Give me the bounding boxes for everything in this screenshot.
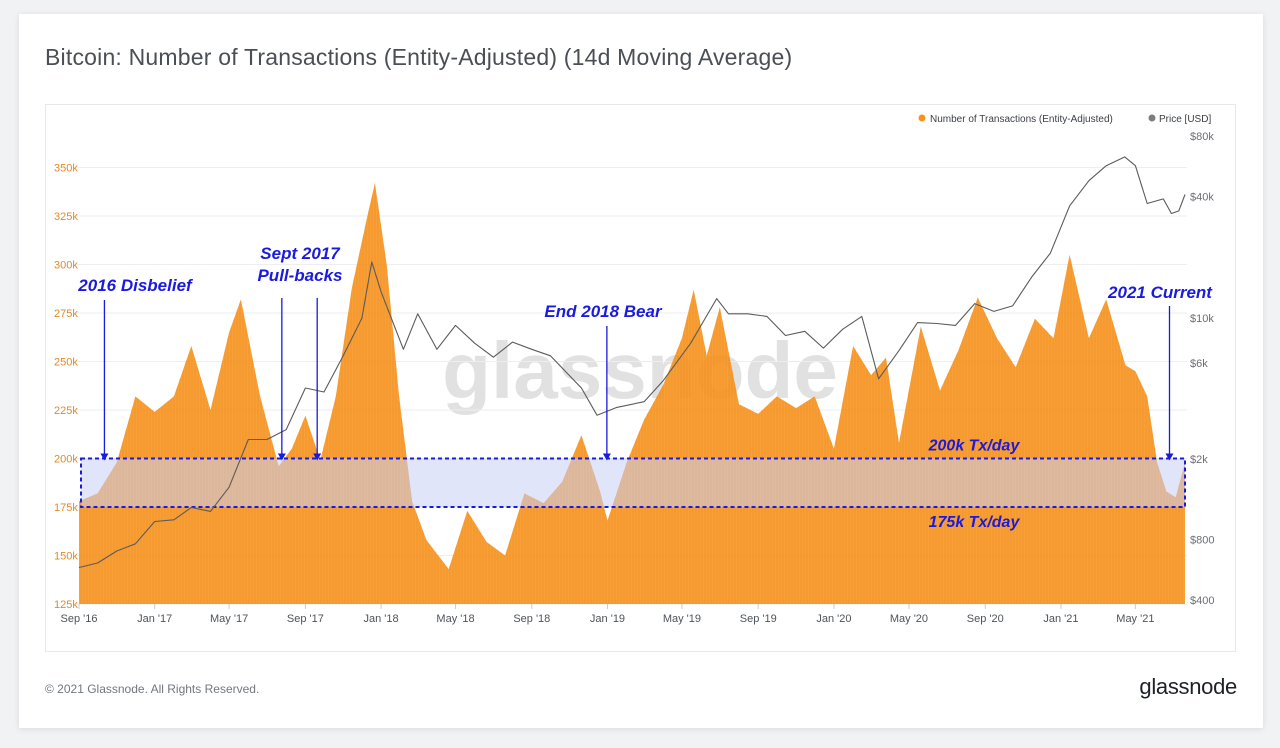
y-left-tick-label: 125k: [54, 599, 78, 611]
band-label-175k: 175k Tx/day: [929, 514, 1021, 531]
y-left-tick-label: 150k: [54, 551, 78, 563]
x-tick-label: May '20: [890, 613, 928, 625]
annotation-arrow-head: [1165, 453, 1174, 461]
x-tick-label: Jan '17: [137, 613, 172, 625]
legend-label-transactions[interactable]: Number of Transactions (Entity-Adjusted): [930, 114, 1113, 125]
legend-marker-transactions: [918, 114, 926, 122]
y-right-tick-label: $80k: [1190, 131, 1214, 143]
annotation-2021-current: 2021 Current: [1107, 283, 1213, 302]
legend-marker-price: [1148, 114, 1156, 122]
brand-logo[interactable]: glassnode: [1139, 674, 1237, 699]
price-line: [78, 156, 1186, 569]
annotation-arrow-head: [100, 453, 109, 461]
y-left-tick-label: 225k: [54, 405, 78, 417]
chart-frame: [45, 104, 1236, 652]
y-left-tick-label: 175k: [54, 502, 78, 514]
x-tick-label: Sep '18: [513, 613, 550, 625]
y-left-tick-label: 350k: [54, 163, 78, 175]
y-right-tick-label: $10k: [1190, 313, 1214, 325]
annotation-2016-disbelief: 2016 Disbelief: [77, 276, 194, 295]
y-right-tick-label: $800: [1190, 534, 1214, 546]
y-left-tick-label: 275k: [54, 308, 78, 320]
y-left-tick-label: 200k: [54, 454, 78, 466]
watermark-text: glassnode: [442, 326, 838, 415]
y-left-tick-label: 250k: [54, 357, 78, 369]
y-left-tick-label: 325k: [54, 211, 78, 223]
annotation-sept-2017-line2: Pull-backs: [257, 266, 342, 285]
annotation-end-2018-bear: End 2018 Bear: [544, 302, 663, 321]
annotation-sept-2017-line1: Sept 2017: [260, 244, 341, 263]
y-right-tick-label: $6k: [1190, 358, 1208, 370]
x-tick-label: Jan '18: [364, 613, 399, 625]
x-tick-label: Sep '20: [967, 613, 1004, 625]
x-tick-label: May '19: [663, 613, 701, 625]
tx-band: [80, 457, 1186, 508]
x-tick-label: May '17: [210, 613, 248, 625]
band-label-200k: 200k Tx/day: [928, 438, 1021, 455]
x-tick-label: May '18: [436, 613, 474, 625]
y-left-tick-label: 300k: [54, 260, 78, 272]
y-right-tick-label: $2k: [1190, 454, 1208, 466]
annotation-arrow-head: [602, 453, 611, 461]
y-right-tick-label: $40k: [1190, 192, 1214, 204]
x-tick-label: Sep '17: [287, 613, 324, 625]
x-tick-label: Jan '20: [816, 613, 851, 625]
annotation-arrow-head: [313, 453, 322, 461]
x-tick-label: Jan '19: [590, 613, 625, 625]
x-tick-label: May '21: [1116, 613, 1154, 625]
copyright-text: © 2021 Glassnode. All Rights Reserved.: [45, 682, 260, 696]
annotation-arrow-head: [277, 453, 286, 461]
legend-label-price[interactable]: Price [USD]: [1159, 114, 1211, 125]
x-tick-label: Sep '16: [61, 613, 98, 625]
x-tick-label: Jan '21: [1043, 613, 1078, 625]
page-title: Bitcoin: Number of Transactions (Entity-…: [45, 44, 793, 70]
x-tick-label: Sep '19: [740, 613, 777, 625]
y-right-tick-label: $400: [1190, 595, 1214, 607]
